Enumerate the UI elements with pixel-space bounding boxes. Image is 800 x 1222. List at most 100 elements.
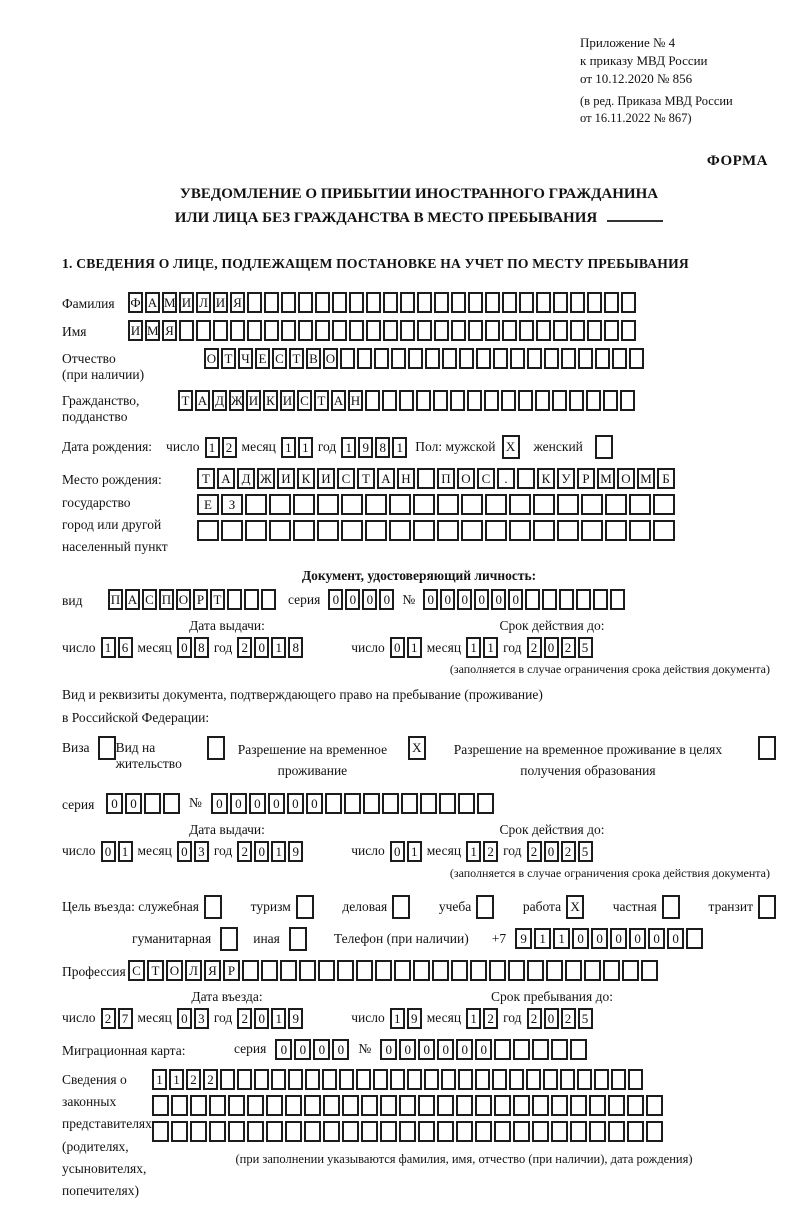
char-cell[interactable]: 1: [392, 436, 408, 458]
char-cell[interactable]: [375, 959, 392, 981]
char-cell[interactable]: [341, 520, 363, 542]
char-cell[interactable]: [221, 520, 243, 542]
char-cell[interactable]: [570, 292, 585, 314]
char-cell[interactable]: С: [337, 468, 355, 490]
char-cell[interactable]: [622, 959, 639, 981]
char-cell[interactable]: [383, 292, 398, 314]
char-cell[interactable]: [400, 320, 415, 342]
char-cell[interactable]: 1: [280, 436, 296, 458]
char-cell[interactable]: [365, 520, 387, 542]
char-cell[interactable]: [758, 894, 776, 919]
char-cell[interactable]: Д: [212, 390, 227, 412]
char-cell[interactable]: [298, 320, 313, 342]
char-cell[interactable]: [417, 320, 432, 342]
char-cell[interactable]: О: [323, 348, 338, 370]
char-cell[interactable]: [604, 292, 619, 314]
char-cell[interactable]: [245, 494, 267, 516]
char-cell[interactable]: [535, 390, 550, 412]
char-cell[interactable]: [261, 589, 276, 611]
char-cell[interactable]: 2: [483, 840, 499, 862]
char-cell[interactable]: [317, 494, 339, 516]
char-cell[interactable]: [204, 894, 222, 919]
char-cell[interactable]: 9: [288, 840, 304, 862]
char-cell[interactable]: 0: [389, 840, 405, 862]
char-cell[interactable]: 0: [305, 792, 323, 814]
char-cell[interactable]: 2: [100, 1007, 116, 1029]
char-cell[interactable]: С: [128, 959, 145, 981]
char-cell[interactable]: [536, 320, 551, 342]
char-cell[interactable]: 8: [193, 637, 209, 659]
char-cell[interactable]: [628, 1068, 643, 1090]
char-cell[interactable]: [349, 320, 364, 342]
char-cell[interactable]: [485, 494, 507, 516]
char-cell[interactable]: [171, 1120, 188, 1142]
char-cell[interactable]: [513, 1120, 530, 1142]
char-cell[interactable]: [595, 348, 610, 370]
char-cell[interactable]: [536, 292, 551, 314]
char-cell[interactable]: [485, 320, 500, 342]
char-cell[interactable]: 0: [275, 1038, 293, 1060]
char-cell[interactable]: [532, 1120, 549, 1142]
char-cell[interactable]: А: [195, 390, 210, 412]
char-cell[interactable]: [365, 390, 380, 412]
char-cell[interactable]: [502, 320, 517, 342]
char-cell[interactable]: [475, 1094, 492, 1116]
char-cell[interactable]: 0: [591, 928, 609, 950]
char-cell[interactable]: [513, 1038, 531, 1060]
char-cell[interactable]: О: [166, 959, 183, 981]
char-cell[interactable]: [413, 959, 430, 981]
char-cell[interactable]: [342, 1120, 359, 1142]
char-cell[interactable]: [357, 348, 372, 370]
char-cell[interactable]: 0: [248, 792, 266, 814]
temp-permit-checkbox[interactable]: X: [407, 736, 426, 761]
char-cell[interactable]: С: [297, 390, 312, 412]
char-cell[interactable]: 0: [379, 589, 395, 611]
char-cell[interactable]: [533, 494, 555, 516]
char-cell[interactable]: [493, 348, 508, 370]
char-cell[interactable]: А: [217, 468, 235, 490]
char-cell[interactable]: 0: [254, 1007, 270, 1029]
char-cell[interactable]: [295, 894, 314, 919]
char-cell[interactable]: [476, 348, 491, 370]
char-cell[interactable]: [653, 494, 675, 516]
char-cell[interactable]: [553, 320, 568, 342]
birth-place-row3-boxes[interactable]: [197, 520, 675, 542]
char-cell[interactable]: [551, 1120, 568, 1142]
char-cell[interactable]: [247, 292, 262, 314]
char-cell[interactable]: [502, 292, 517, 314]
char-cell[interactable]: [557, 520, 579, 542]
char-cell[interactable]: 1: [152, 1068, 167, 1090]
char-cell[interactable]: [432, 959, 449, 981]
char-cell[interactable]: 1: [117, 840, 133, 862]
char-cell[interactable]: [641, 959, 658, 981]
char-cell[interactable]: 0: [210, 792, 228, 814]
char-cell[interactable]: [339, 1068, 354, 1090]
char-cell[interactable]: [560, 1068, 575, 1090]
char-cell[interactable]: Р: [193, 589, 208, 611]
char-cell[interactable]: И: [317, 468, 335, 490]
visa-checkbox[interactable]: [97, 736, 116, 761]
char-cell[interactable]: [389, 494, 411, 516]
char-cell[interactable]: [517, 468, 535, 490]
char-cell[interactable]: 0: [418, 1038, 436, 1060]
char-cell[interactable]: 0: [440, 589, 456, 611]
char-cell[interactable]: [304, 1094, 321, 1116]
char-cell[interactable]: Л: [196, 292, 211, 314]
residence-permit-checkbox[interactable]: [207, 736, 225, 761]
char-cell[interactable]: [323, 1094, 340, 1116]
char-cell[interactable]: [603, 390, 618, 412]
char-cell[interactable]: [461, 494, 483, 516]
char-cell[interactable]: [254, 1068, 269, 1090]
char-cell[interactable]: Ж: [257, 468, 275, 490]
char-cell[interactable]: [542, 589, 558, 611]
char-cell[interactable]: [476, 792, 494, 814]
char-cell[interactable]: П: [437, 468, 455, 490]
char-cell[interactable]: А: [145, 292, 160, 314]
